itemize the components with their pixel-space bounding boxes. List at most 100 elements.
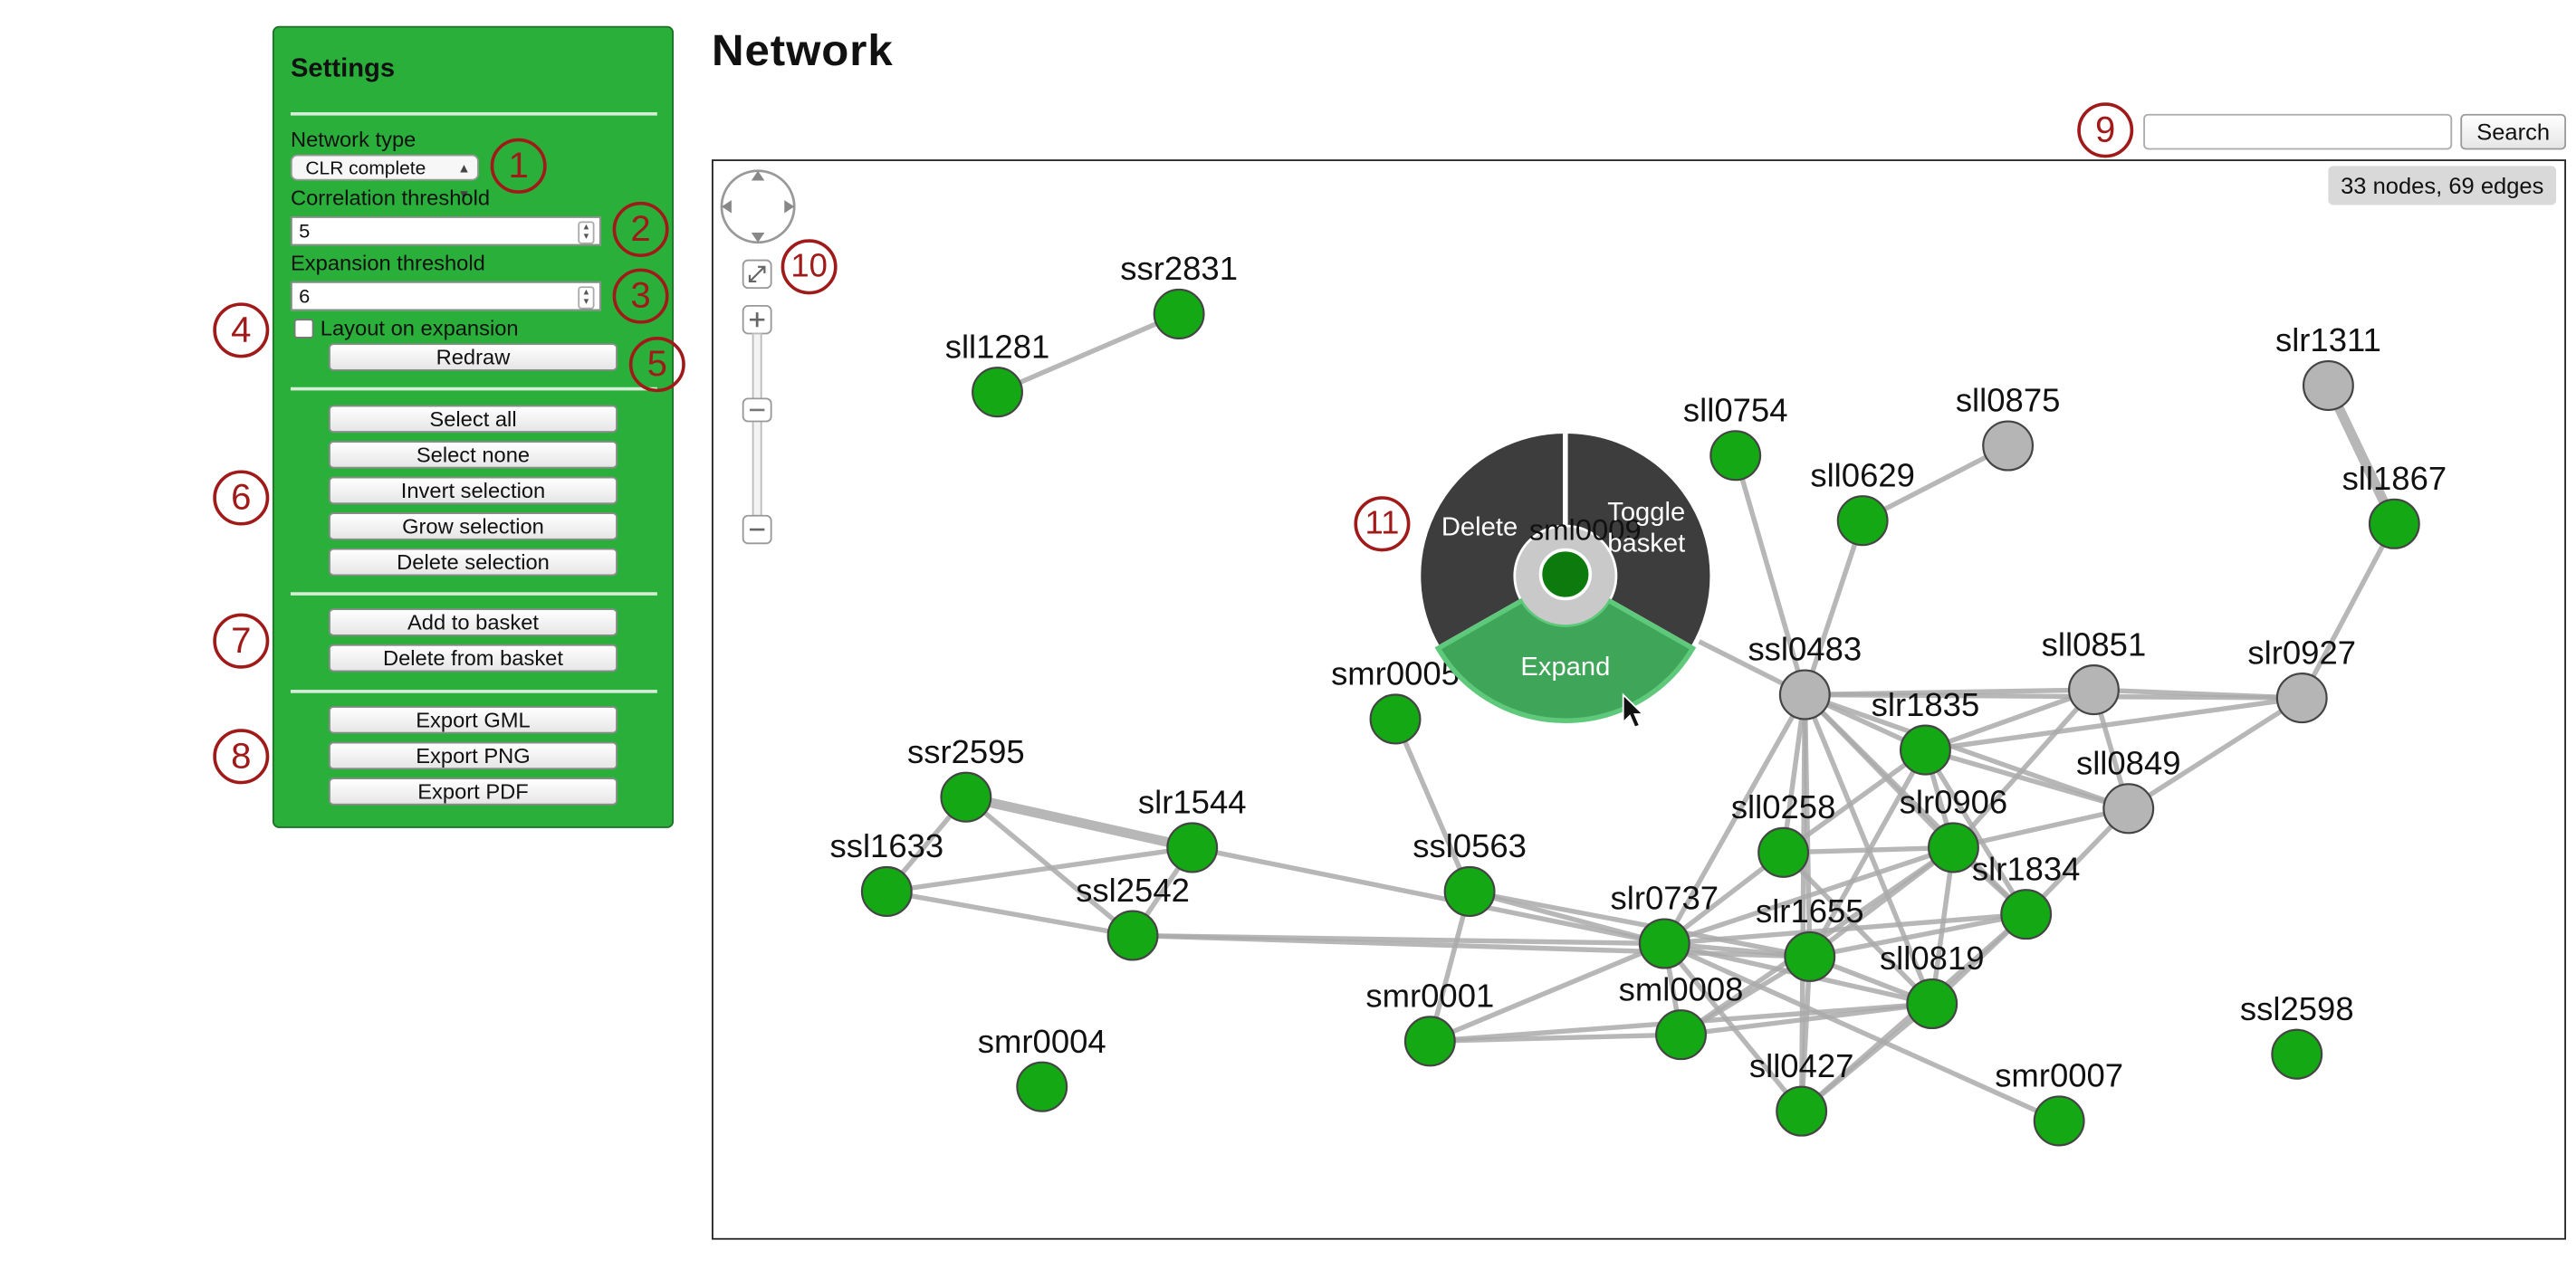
- search-input[interactable]: [2143, 113, 2453, 150]
- node-slr1655[interactable]: slr1655: [1756, 892, 1864, 982]
- node-label-slr1311: slr1311: [2275, 321, 2381, 358]
- node-circle-sll0754: [1709, 430, 1762, 482]
- fit-view-button[interactable]: [742, 259, 772, 290]
- node-label-smr0004: smr0004: [978, 1023, 1106, 1060]
- node-circle-slr1544: [1166, 822, 1219, 873]
- node-sll0629[interactable]: sll0629: [1810, 457, 1915, 547]
- edge-ssl0483-slr0927: [1805, 692, 2303, 701]
- node-slr0737[interactable]: slr0737: [1610, 880, 1719, 969]
- edge-smr0001-slr0737: [1429, 941, 1666, 1044]
- edge-ssl0483-sll0849: [1804, 692, 2130, 811]
- node-ssl0563[interactable]: ssl0563: [1412, 827, 1527, 918]
- node-sll0258[interactable]: sll0258: [1731, 788, 1836, 878]
- network-type-select[interactable]: CLR complete ▲ ▼: [290, 154, 479, 202]
- divider: [290, 386, 657, 391]
- node-label-sll0875: sll0875: [1956, 382, 2061, 419]
- node-label-smr0007: smr0007: [1995, 1057, 2123, 1094]
- export-png-button[interactable]: Export PNG: [328, 741, 618, 770]
- selected-node: [1538, 548, 1593, 601]
- node-sll0875[interactable]: sll0875: [1956, 382, 2061, 472]
- pan-control[interactable]: [720, 169, 796, 244]
- node-smr0004[interactable]: smr0004: [978, 1023, 1106, 1112]
- annotation-1: 1: [490, 138, 547, 194]
- node-circle-ssl0563: [1443, 865, 1496, 918]
- node-label-slr1835: slr1835: [1872, 686, 1980, 723]
- select-all-button[interactable]: Select all: [328, 405, 618, 434]
- node-slr1311[interactable]: slr1311: [2275, 321, 2381, 412]
- node-sll1867[interactable]: sll1867: [2342, 460, 2447, 549]
- node-circle-slr1835: [1899, 724, 1951, 776]
- node-ssr2595[interactable]: ssr2595: [907, 733, 1025, 823]
- context-menu-toggle-label-1: Toggle: [1607, 498, 1685, 527]
- node-label-sll0258: sll0258: [1731, 788, 1836, 825]
- layout-on-expansion-checkbox[interactable]: [293, 319, 314, 339]
- delete-selection-button[interactable]: Delete selection: [328, 548, 618, 577]
- edge-sll0851-slr1835: [1924, 687, 2095, 753]
- node-sll0819[interactable]: sll0819: [1880, 940, 1985, 1030]
- node-ssl2542[interactable]: ssl2542: [1076, 872, 1190, 961]
- node-label-sll0629: sll0629: [1810, 457, 1915, 494]
- select-arrows-icon: ▲ ▼: [457, 160, 471, 202]
- node-smr0005[interactable]: smr0005: [1331, 655, 1460, 745]
- select-none-button[interactable]: Select none: [328, 441, 618, 469]
- node-circle-sll0427: [1776, 1085, 1828, 1137]
- node-circle-ssl2598: [2271, 1028, 2323, 1080]
- node-label-ssr2831: ssr2831: [1120, 250, 1238, 287]
- node-circle-smr0001: [1403, 1016, 1456, 1067]
- pan-left-icon: [721, 200, 732, 214]
- node-sll1281[interactable]: sll1281: [945, 329, 1050, 418]
- node-smr0001[interactable]: smr0001: [1365, 978, 1494, 1067]
- edge-ssl0563-slr1655: [1469, 889, 1811, 959]
- node-label-sll0819: sll0819: [1880, 940, 1985, 977]
- delete-from-basket-button[interactable]: Delete from basket: [328, 644, 618, 673]
- spinner-icon[interactable]: ▴ ▾: [578, 286, 595, 310]
- search-button[interactable]: Search: [2460, 113, 2567, 150]
- node-circle-smr0007: [2033, 1095, 2085, 1147]
- node-ssl0483[interactable]: ssl0483: [1748, 631, 1862, 720]
- node-slr1835[interactable]: slr1835: [1872, 686, 1980, 776]
- node-slr1834[interactable]: slr1834: [1972, 851, 2081, 940]
- node-sll0754[interactable]: sll0754: [1683, 392, 1788, 482]
- node-circle-ssl0483: [1778, 669, 1831, 720]
- node-context-menu[interactable]: sml0009 Delete Toggle basket Expand: [1415, 428, 1715, 723]
- node-slr0927[interactable]: slr0927: [2247, 634, 2356, 724]
- edge-slr1834-slr1655: [1809, 911, 2027, 959]
- node-sll0849[interactable]: sll0849: [2076, 745, 2181, 835]
- node-sll0851[interactable]: sll0851: [2042, 626, 2147, 716]
- node-label-slr0906: slr0906: [1900, 784, 2008, 821]
- expansion-threshold-input[interactable]: 6 ▴ ▾: [290, 281, 601, 311]
- spinner-icon[interactable]: ▴ ▾: [578, 221, 595, 244]
- node-ssl1633[interactable]: ssl1633: [829, 827, 943, 918]
- zoom-slider[interactable]: [742, 305, 772, 545]
- node-circle-sll1281: [972, 367, 1023, 418]
- export-gml-button[interactable]: Export GML: [328, 706, 618, 734]
- node-ssr2831[interactable]: ssr2831: [1120, 250, 1238, 339]
- node-ssl2598[interactable]: ssl2598: [2240, 990, 2354, 1080]
- edge-slr1835-sll0258: [1781, 748, 1928, 855]
- invert-selection-button[interactable]: Invert selection: [328, 476, 618, 505]
- edge-ssr2595-slr1544: [964, 792, 1193, 853]
- node-sml0008[interactable]: sml0008: [1619, 971, 1744, 1061]
- correlation-threshold-value: 5: [299, 219, 311, 243]
- node-slr0906[interactable]: slr0906: [1900, 784, 2008, 873]
- node-sll0427[interactable]: sll0427: [1749, 1047, 1854, 1137]
- network-type-label: Network type: [290, 127, 417, 152]
- settings-panel: Settings Network type CLR complete ▲ ▼ Co…: [272, 25, 675, 828]
- edge-sll0819-slr0906: [1930, 847, 1957, 1005]
- node-slr1544[interactable]: slr1544: [1138, 784, 1247, 873]
- node-circle-sll1867: [2368, 498, 2420, 549]
- node-label-sll0851: sll0851: [2042, 626, 2147, 663]
- node-label-smr0001: smr0001: [1365, 978, 1494, 1015]
- node-circle-sll0258: [1757, 826, 1810, 878]
- redraw-button[interactable]: Redraw: [328, 343, 618, 371]
- node-circle-smr0004: [1016, 1061, 1068, 1112]
- node-label-sll1867: sll1867: [2342, 460, 2447, 497]
- add-to-basket-button[interactable]: Add to basket: [328, 608, 618, 636]
- correlation-threshold-input[interactable]: 5 ▴ ▾: [290, 216, 601, 246]
- node-smr0007[interactable]: smr0007: [1995, 1057, 2123, 1147]
- edge-ssl1633-ssl2542: [886, 889, 1134, 939]
- grow-selection-button[interactable]: Grow selection: [328, 512, 618, 540]
- edge-sll0629-ssl0483: [1802, 520, 1865, 696]
- export-pdf-button[interactable]: Export PDF: [328, 778, 618, 806]
